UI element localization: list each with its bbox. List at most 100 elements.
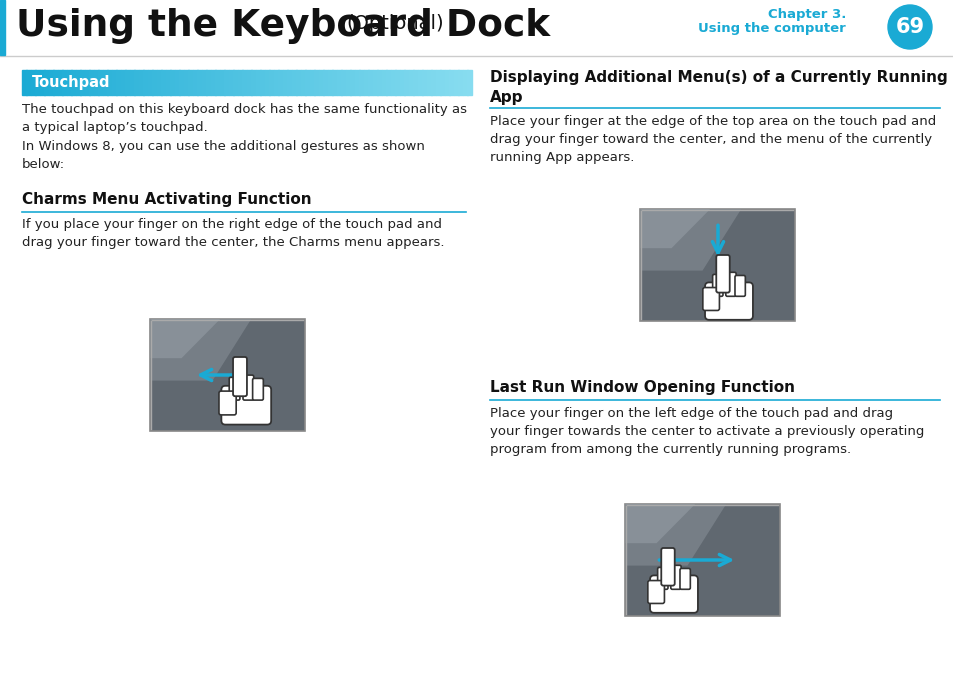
Bar: [184, 70, 189, 95]
Bar: [292, 70, 296, 95]
Text: Place your finger at the edge of the top area on the touch pad and
drag your fin: Place your finger at the edge of the top…: [490, 115, 935, 164]
FancyBboxPatch shape: [670, 565, 680, 589]
Bar: [341, 70, 346, 95]
Bar: [274, 70, 278, 95]
Bar: [336, 70, 341, 95]
Text: If you place your finger on the right edge of the touch pad and
drag your finger: If you place your finger on the right ed…: [22, 218, 444, 249]
Bar: [171, 70, 175, 95]
Bar: [63, 70, 68, 95]
Bar: [283, 70, 288, 95]
Bar: [126, 70, 131, 95]
Bar: [215, 70, 220, 95]
FancyBboxPatch shape: [233, 357, 247, 396]
Bar: [413, 70, 418, 95]
Bar: [143, 70, 149, 95]
Bar: [346, 70, 351, 95]
Bar: [152, 70, 157, 95]
Bar: [368, 70, 374, 95]
Bar: [80, 70, 86, 95]
Text: The touchpad on this keyboard dock has the same functionality as
a typical lapto: The touchpad on this keyboard dock has t…: [22, 103, 467, 134]
Bar: [391, 70, 395, 95]
Text: 69: 69: [895, 17, 923, 37]
FancyBboxPatch shape: [734, 276, 744, 297]
Bar: [148, 70, 152, 95]
Bar: [373, 70, 377, 95]
Text: Using the computer: Using the computer: [698, 22, 845, 35]
Bar: [431, 70, 436, 95]
Bar: [134, 70, 139, 95]
Bar: [409, 70, 414, 95]
Bar: [255, 70, 261, 95]
FancyBboxPatch shape: [625, 504, 780, 616]
FancyBboxPatch shape: [639, 209, 795, 321]
FancyBboxPatch shape: [243, 375, 253, 400]
Text: Using the Keyboard Dock: Using the Keyboard Dock: [16, 8, 550, 44]
FancyBboxPatch shape: [702, 288, 719, 311]
Text: Displaying Additional Menu(s) of a Currently Running
App: Displaying Additional Menu(s) of a Curre…: [490, 70, 946, 106]
Polygon shape: [625, 504, 695, 543]
Bar: [328, 70, 333, 95]
Bar: [399, 70, 405, 95]
Bar: [287, 70, 293, 95]
Bar: [139, 70, 144, 95]
Bar: [174, 70, 180, 95]
Bar: [440, 70, 445, 95]
Text: Charms Menu Activating Function: Charms Menu Activating Function: [22, 192, 312, 207]
Bar: [444, 70, 450, 95]
FancyBboxPatch shape: [221, 386, 271, 424]
FancyBboxPatch shape: [151, 319, 305, 431]
Bar: [247, 70, 252, 95]
Bar: [350, 70, 355, 95]
Text: In Windows 8, you can use the additional gestures as shown
below:: In Windows 8, you can use the additional…: [22, 140, 424, 171]
Bar: [211, 70, 215, 95]
Bar: [27, 70, 31, 95]
Bar: [98, 70, 103, 95]
Polygon shape: [639, 209, 740, 271]
Bar: [116, 70, 121, 95]
Bar: [333, 70, 337, 95]
Bar: [229, 70, 233, 95]
Bar: [355, 70, 359, 95]
Bar: [449, 70, 454, 95]
Bar: [427, 70, 432, 95]
Bar: [71, 70, 76, 95]
Bar: [67, 70, 71, 95]
FancyBboxPatch shape: [253, 378, 263, 400]
Bar: [22, 70, 27, 95]
Bar: [314, 70, 319, 95]
Bar: [278, 70, 283, 95]
Bar: [130, 70, 135, 95]
Bar: [58, 70, 63, 95]
FancyBboxPatch shape: [704, 282, 752, 320]
Bar: [161, 70, 167, 95]
Text: Place your finger on the left edge of the touch pad and drag
your finger towards: Place your finger on the left edge of th…: [490, 407, 923, 456]
Bar: [202, 70, 207, 95]
Bar: [53, 70, 58, 95]
Bar: [121, 70, 126, 95]
Bar: [85, 70, 90, 95]
Bar: [30, 70, 36, 95]
Bar: [252, 70, 256, 95]
Bar: [318, 70, 324, 95]
Bar: [462, 70, 468, 95]
Polygon shape: [151, 319, 251, 380]
Polygon shape: [639, 209, 709, 248]
Bar: [90, 70, 94, 95]
Bar: [296, 70, 301, 95]
Bar: [108, 70, 112, 95]
FancyBboxPatch shape: [716, 255, 729, 292]
Bar: [49, 70, 54, 95]
Text: (Optional): (Optional): [346, 14, 443, 33]
Bar: [220, 70, 225, 95]
FancyBboxPatch shape: [647, 581, 663, 603]
Bar: [40, 70, 45, 95]
Text: Chapter 3.: Chapter 3.: [767, 8, 845, 21]
Bar: [166, 70, 171, 95]
Bar: [422, 70, 427, 95]
Bar: [206, 70, 212, 95]
Bar: [179, 70, 184, 95]
Bar: [224, 70, 230, 95]
Bar: [112, 70, 117, 95]
FancyBboxPatch shape: [712, 274, 722, 297]
Bar: [404, 70, 409, 95]
